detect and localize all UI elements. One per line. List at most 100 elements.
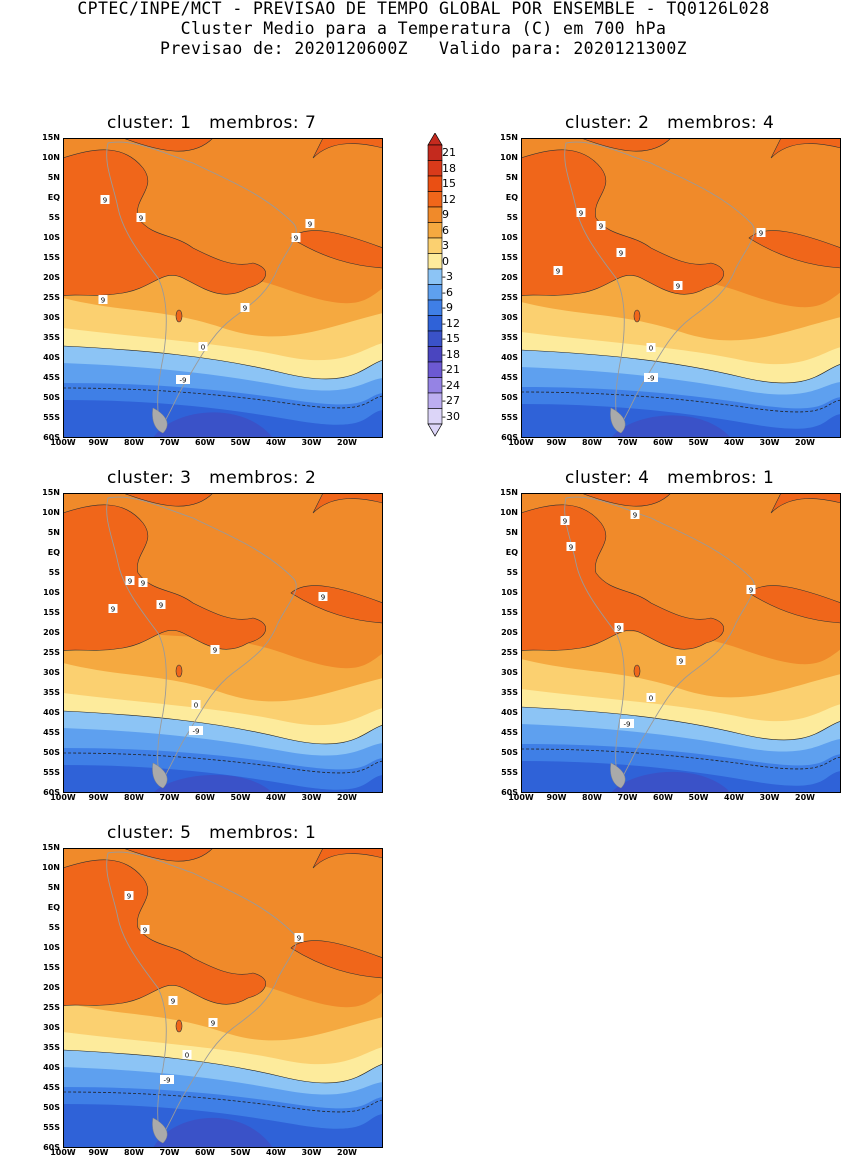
colorbar-swatch (427, 237, 443, 254)
svg-text:9: 9 (569, 544, 573, 552)
lat-label: 45S (43, 1083, 60, 1092)
lat-label: 50S (43, 393, 60, 402)
colorbar-top-arrow (427, 133, 443, 146)
contour-label: -9 (189, 726, 203, 736)
lon-label: 100W (50, 793, 76, 802)
svg-text:9: 9 (103, 197, 107, 205)
colorbar-label: -24 (442, 378, 460, 392)
contour-label: 9 (576, 208, 586, 218)
lat-label: 5S (48, 923, 60, 932)
lon-label: 50W (230, 793, 251, 802)
lon-label: 70W (159, 793, 180, 802)
contour-label: 9 (596, 221, 606, 231)
lon-label: 90W (88, 438, 109, 447)
lat-label: 10S (501, 588, 518, 597)
lat-label: 45S (43, 728, 60, 737)
lon-label: 100W (50, 1148, 76, 1157)
svg-text:9: 9 (128, 578, 132, 586)
lat-label: 45S (501, 373, 518, 382)
svg-text:9: 9 (171, 998, 175, 1006)
svg-text:-9: -9 (624, 721, 631, 729)
lon-label: 40W (266, 793, 286, 802)
lat-label: 35S (43, 1043, 60, 1052)
colorbar-swatch (427, 160, 443, 177)
lon-label: 80W (582, 793, 602, 802)
svg-text:0: 0 (194, 702, 198, 710)
svg-text:-9: -9 (164, 1077, 171, 1085)
lon-label: 50W (688, 793, 709, 802)
colorbar-swatch (427, 206, 443, 223)
colorbar-label: -12 (442, 316, 460, 330)
contour-label: -9 (160, 1075, 174, 1085)
lon-label: 60W (195, 1148, 215, 1157)
colorbar-swatch (427, 392, 443, 409)
colorbar-swatch (427, 408, 443, 425)
lat-label: 15S (501, 253, 518, 262)
contour-label: 9 (125, 576, 135, 586)
panel-title-3: cluster: 3 membros: 2 (107, 468, 317, 488)
svg-text:9: 9 (617, 625, 621, 633)
colorbar-label: 18 (442, 161, 456, 175)
colorbar-swatch (427, 377, 443, 394)
svg-text:9: 9 (579, 210, 583, 218)
svg-text:-9: -9 (193, 728, 200, 736)
contour-label: 9 (208, 1018, 218, 1028)
svg-text:9: 9 (619, 250, 623, 258)
contour-label: 9 (305, 219, 315, 229)
svg-text:0: 0 (649, 345, 653, 353)
svg-text:9: 9 (308, 221, 312, 229)
lat-label: 45S (501, 728, 518, 737)
lat-label: 15N (42, 488, 60, 497)
svg-text:-9: -9 (648, 375, 655, 383)
colorbar-swatch (427, 268, 443, 285)
svg-text:9: 9 (127, 893, 131, 901)
lat-label: 15N (42, 133, 60, 142)
colorbar-swatch (427, 299, 443, 316)
contour-label: 9 (100, 195, 110, 205)
contour-label: 9 (616, 248, 626, 258)
lon-label: 70W (159, 1148, 180, 1157)
contour-label: 9 (673, 281, 683, 291)
lat-label: 5N (505, 173, 518, 182)
lon-label: 80W (582, 438, 602, 447)
colorbar-swatch (427, 175, 443, 192)
lat-label: 35S (501, 333, 518, 342)
svg-text:9: 9 (297, 935, 301, 943)
svg-text:9: 9 (679, 658, 683, 666)
lat-label: 50S (43, 748, 60, 757)
svg-text:0: 0 (649, 695, 653, 703)
panel-title-4: cluster: 4 membros: 1 (565, 468, 775, 488)
lon-label: 60W (653, 438, 673, 447)
panel-title-5: cluster: 5 membros: 1 (107, 823, 317, 843)
colorbar-label: -9 (442, 301, 453, 314)
contour-label: 9 (553, 266, 563, 276)
panel-title-2: cluster: 2 membros: 4 (565, 113, 775, 133)
lat-label: 35S (501, 688, 518, 697)
lat-label: 10N (42, 153, 60, 162)
contour-label: 0 (182, 1050, 192, 1060)
lat-label: 10S (43, 588, 60, 597)
lon-label: 50W (230, 1148, 251, 1157)
lon-label: 80W (124, 793, 144, 802)
lat-label: 35S (43, 688, 60, 697)
svg-text:9: 9 (556, 268, 560, 276)
lon-label: 20W (337, 793, 357, 802)
lon-label: 90W (88, 1148, 109, 1157)
lon-label: 40W (266, 1148, 286, 1157)
lat-label: 40S (43, 708, 60, 717)
contour-label: 9 (294, 933, 304, 943)
svg-text:-9: -9 (180, 377, 187, 385)
lat-label: 45S (43, 373, 60, 382)
lon-label: 60W (195, 793, 215, 802)
svg-text:9: 9 (563, 518, 567, 526)
svg-text:0: 0 (201, 344, 205, 352)
lat-label: 55S (501, 768, 518, 777)
contour-label: 9 (630, 510, 640, 520)
lat-label: 5S (48, 568, 60, 577)
lat-label: 15S (501, 608, 518, 617)
colorbar-swatch (427, 191, 443, 208)
lon-label: 30W (301, 1148, 322, 1157)
contour-label: 9 (240, 303, 250, 313)
panel-title-1: cluster: 1 membros: 7 (107, 113, 317, 133)
lat-label: 15S (43, 963, 60, 972)
